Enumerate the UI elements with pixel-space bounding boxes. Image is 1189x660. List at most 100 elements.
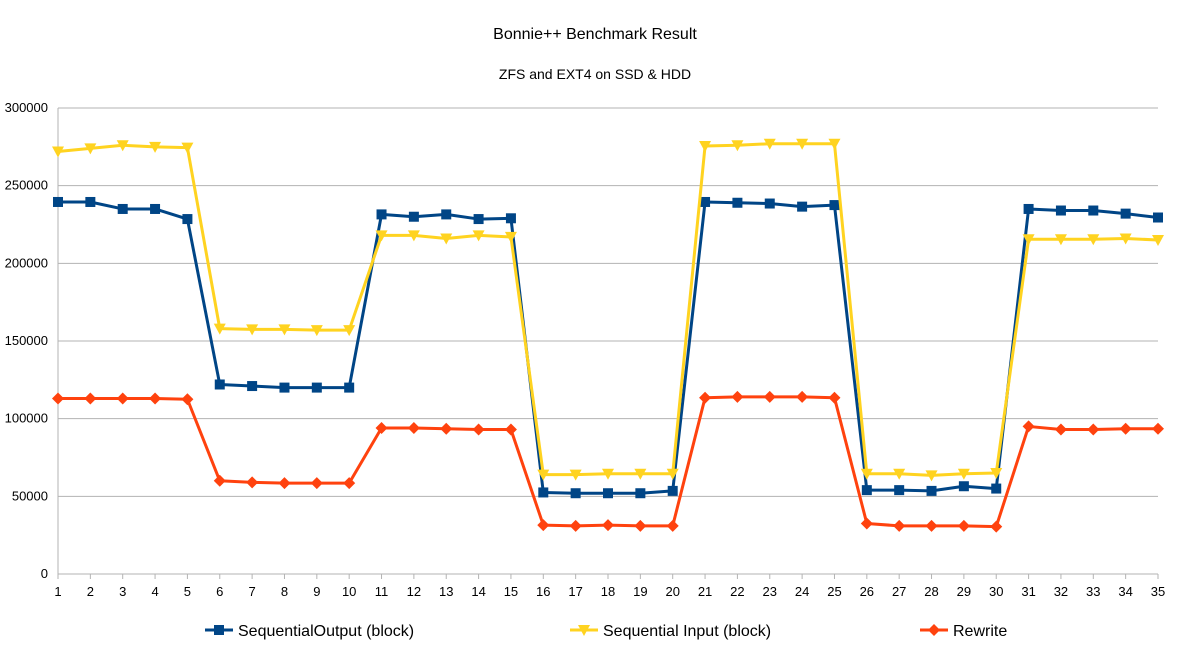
data-point	[1088, 205, 1099, 216]
data-point	[603, 488, 613, 499]
data-point	[991, 483, 1002, 494]
x-tick-label: 8	[281, 584, 288, 599]
data-point	[569, 519, 582, 532]
x-tick-label: 23	[763, 584, 777, 599]
x-tick-label: 14	[471, 584, 485, 599]
data-point	[666, 519, 679, 532]
data-point	[763, 138, 776, 150]
data-point	[246, 476, 259, 489]
data-point	[1023, 203, 1034, 214]
data-point	[375, 230, 388, 242]
data-point	[505, 213, 516, 224]
data-point	[602, 519, 614, 532]
data-point	[182, 214, 193, 225]
x-tick-label: 30	[989, 584, 1003, 599]
y-tick-label: 300000	[5, 100, 48, 115]
series-line	[58, 395, 1158, 529]
data-point	[635, 488, 646, 499]
data-point	[893, 519, 906, 532]
data-point	[699, 391, 712, 404]
data-point	[1119, 422, 1132, 435]
data-point	[376, 209, 387, 220]
x-tick-label: 24	[795, 584, 809, 599]
data-point	[344, 382, 355, 393]
data-point	[1055, 205, 1066, 216]
data-point	[634, 468, 647, 480]
data-point	[375, 421, 388, 434]
data-point	[278, 324, 291, 336]
data-point	[504, 423, 517, 436]
legend-item: SequentialOutput (block)	[205, 623, 414, 640]
data-point	[149, 141, 162, 153]
x-tick-label: 1	[54, 584, 61, 599]
x-tick-label: 35	[1151, 584, 1165, 599]
data-point	[407, 421, 420, 434]
data-point	[763, 390, 776, 403]
data-point	[828, 391, 841, 404]
data-point	[1119, 233, 1132, 245]
x-tick-label: 15	[504, 584, 518, 599]
x-tick-label: 12	[407, 584, 421, 599]
data-point	[602, 468, 614, 480]
data-point	[699, 141, 712, 153]
x-tick-label: 6	[216, 584, 223, 599]
x-tick-label: 19	[633, 584, 647, 599]
data-point	[407, 230, 420, 242]
legend-label: Sequential Input (block)	[603, 623, 771, 640]
y-tick-label: 100000	[5, 411, 48, 426]
x-tick-label: 27	[892, 584, 906, 599]
y-tick-label: 50000	[12, 488, 48, 503]
data-point	[150, 203, 161, 214]
x-tick-label: 9	[313, 584, 320, 599]
series-layer	[52, 138, 1164, 533]
data-point	[538, 487, 549, 498]
data-point	[181, 142, 194, 154]
x-tick-label: 29	[957, 584, 971, 599]
data-point	[860, 468, 873, 480]
chart-subtitle: ZFS and EXT4 on SSD & HDD	[499, 66, 691, 82]
data-point	[213, 474, 226, 487]
data-point	[52, 392, 64, 405]
data-point	[667, 485, 678, 496]
data-point	[569, 469, 582, 481]
series-2	[52, 138, 1164, 482]
data-point	[860, 517, 873, 530]
data-point	[796, 390, 809, 403]
data-point	[1087, 423, 1100, 436]
x-tick-label: 13	[439, 584, 453, 599]
data-point	[1022, 420, 1035, 433]
data-point	[247, 381, 258, 392]
data-point	[279, 382, 290, 393]
x-tick-label: 26	[860, 584, 874, 599]
series-line	[58, 200, 1159, 495]
data-point	[537, 519, 550, 532]
data-point	[861, 485, 872, 496]
data-point	[1120, 208, 1131, 219]
series-1	[53, 196, 1163, 499]
data-point	[990, 520, 1003, 533]
gridlines	[58, 107, 1158, 575]
data-point	[310, 477, 323, 490]
data-point	[85, 196, 96, 207]
data-point	[213, 323, 226, 335]
data-point	[570, 488, 581, 499]
data-point	[537, 469, 550, 481]
x-tick-label: 11	[375, 584, 389, 599]
series-line	[57, 142, 1159, 477]
data-point	[634, 519, 647, 532]
data-point	[343, 325, 356, 337]
y-tick-label: 250000	[5, 178, 48, 193]
data-point	[278, 477, 291, 490]
legend-marker	[214, 625, 224, 635]
x-tick-label: 5	[184, 584, 191, 599]
data-point	[958, 481, 969, 492]
data-point	[441, 209, 452, 220]
data-point	[343, 477, 356, 490]
x-tick-label: 10	[342, 584, 356, 599]
series-3	[52, 390, 1164, 533]
x-tick-label: 22	[730, 584, 744, 599]
y-tick-label: 0	[41, 566, 48, 581]
data-point	[440, 422, 453, 435]
